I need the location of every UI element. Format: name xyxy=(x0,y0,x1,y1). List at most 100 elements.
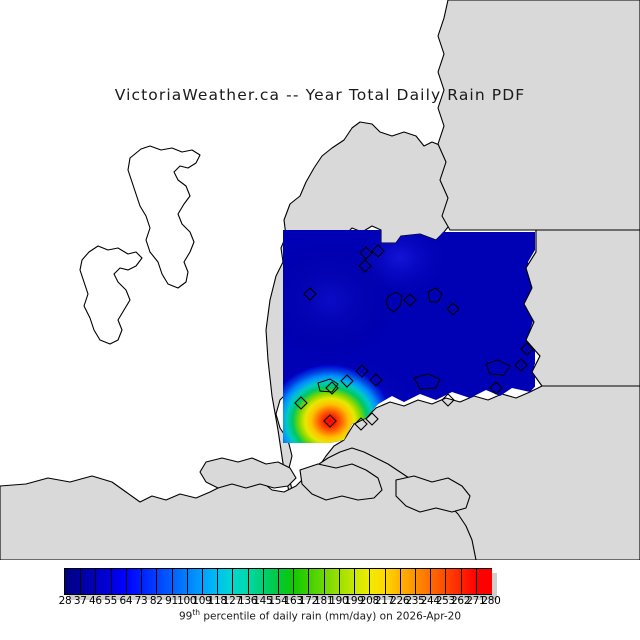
colorbar-segment xyxy=(95,569,112,594)
colorbar-segment xyxy=(475,569,492,594)
colorbar-segment xyxy=(217,569,233,594)
colorbar-separator xyxy=(323,569,325,594)
colorbar xyxy=(64,568,497,600)
station-marker xyxy=(365,412,379,426)
station-marker xyxy=(489,381,503,395)
colorbar-separator xyxy=(171,569,173,594)
colorbar-segment xyxy=(445,569,462,594)
colorbar-tick-label: 91 xyxy=(165,595,178,607)
station-marker xyxy=(371,244,385,258)
colorbar-separator xyxy=(201,569,203,594)
station-marker xyxy=(520,342,534,356)
colorbar-tick-label: 145 xyxy=(253,595,273,607)
station-marker xyxy=(369,373,383,387)
map-panel xyxy=(0,0,640,560)
colorbar-tick-label: 235 xyxy=(405,595,425,607)
landmask-right-over-raster xyxy=(523,229,640,387)
colorbar-tick-label: 154 xyxy=(268,595,288,607)
colorbar-separator xyxy=(399,569,401,594)
colorbar-segment xyxy=(141,569,157,594)
colorbar-segment xyxy=(171,569,188,594)
colorbar-separator xyxy=(338,569,340,594)
colorbar-separator xyxy=(308,569,310,594)
colorbar-tick-label: 28 xyxy=(58,595,72,607)
colorbar-tick-label: 253 xyxy=(435,595,455,607)
station-marker xyxy=(303,287,317,301)
colorbar-tick-label: 82 xyxy=(149,595,163,607)
station-marker xyxy=(294,396,308,410)
colorbar-tick-label: 136 xyxy=(237,595,258,607)
colorbar-separator xyxy=(445,569,447,594)
colorbar-tick-label: 109 xyxy=(192,595,212,607)
colorbar-tick-label: 280 xyxy=(481,595,501,607)
island-west-small xyxy=(79,245,143,345)
colorbar-segment xyxy=(430,569,446,594)
colorbar-tick-label: 190 xyxy=(329,595,349,607)
station-marker xyxy=(358,259,372,273)
colorbar-segment xyxy=(414,569,431,594)
station-marker xyxy=(441,393,455,407)
inland-lake-d xyxy=(413,373,441,390)
colorbar-separator xyxy=(247,569,249,594)
colorbar-segment xyxy=(125,569,142,594)
colorbar-tick-label: 73 xyxy=(134,595,148,607)
colorbar-separator xyxy=(278,569,279,594)
colorbar-separator xyxy=(232,569,234,594)
colorbar-segment xyxy=(338,569,355,594)
colorbar-segment xyxy=(323,569,340,594)
colorbar-tick-label: 127 xyxy=(222,595,242,607)
station-marker xyxy=(403,293,417,307)
colorbar-tick-label: 217 xyxy=(374,595,395,607)
inland-lake-b xyxy=(427,287,443,303)
colorbar-separator xyxy=(186,569,188,594)
caption-ordinal-suffix: th xyxy=(192,608,201,617)
inland-lake-e xyxy=(485,359,511,376)
colorbar-separator xyxy=(414,569,416,594)
colorbar-tick-label: 262 xyxy=(450,595,471,607)
colorbar-segment xyxy=(262,569,279,594)
colorbar-separator xyxy=(354,569,356,594)
station-marker xyxy=(514,358,528,372)
page-title: VictoriaWeather.ca -- Year Total Daily R… xyxy=(114,86,526,104)
colorbar-segment xyxy=(110,569,127,594)
colorbar-tick-label: 199 xyxy=(344,595,364,607)
colorbar-tick-label: 208 xyxy=(359,595,379,607)
colorbar-segment xyxy=(354,569,370,594)
station-marker xyxy=(325,381,339,395)
colorbar-separator xyxy=(293,569,295,594)
colorbar-separator xyxy=(110,569,112,594)
colorbar-segment xyxy=(399,569,416,594)
station-marker xyxy=(340,374,354,388)
colorbar-separator xyxy=(475,569,477,594)
island-south-c xyxy=(395,475,471,513)
colorbar-segment xyxy=(384,569,401,594)
colorbar-separator xyxy=(460,569,462,594)
colorbar-tick-label: 271 xyxy=(466,595,486,607)
colorbar-tick-label: 163 xyxy=(283,595,303,607)
colorbar-tick-label: 37 xyxy=(73,595,87,607)
colorbar-segment xyxy=(278,569,294,594)
station-marker xyxy=(446,302,460,316)
colorbar-segment xyxy=(80,569,97,594)
colorbar-segment xyxy=(201,569,218,594)
station-marker xyxy=(354,417,368,431)
colorbar-tick-label: 118 xyxy=(207,595,227,607)
colorbar-segment xyxy=(369,569,386,594)
station-marker xyxy=(355,364,369,378)
colorbar-tick-label: 100 xyxy=(177,595,197,607)
colorbar-tick-label: 226 xyxy=(390,595,410,607)
colorbar-tick-label: 46 xyxy=(89,595,102,607)
colorbar-separator xyxy=(262,569,264,594)
colorbar-segment xyxy=(460,569,477,594)
rain-hotspot xyxy=(283,365,392,443)
colorbar-tick-label: 172 xyxy=(298,595,318,607)
colorbar-separator xyxy=(369,569,371,594)
map-canvas xyxy=(0,0,640,560)
caption-percentile-number: 99 xyxy=(178,610,193,623)
colorbar-separator xyxy=(430,569,432,594)
colorbar-caption: 99th percentile of daily rain (mm/day) o… xyxy=(0,608,640,623)
island-south-a xyxy=(199,457,297,489)
colorbar-tick-label: 181 xyxy=(314,595,334,607)
island-south-b xyxy=(299,463,383,501)
colorbar-separator xyxy=(217,569,219,594)
